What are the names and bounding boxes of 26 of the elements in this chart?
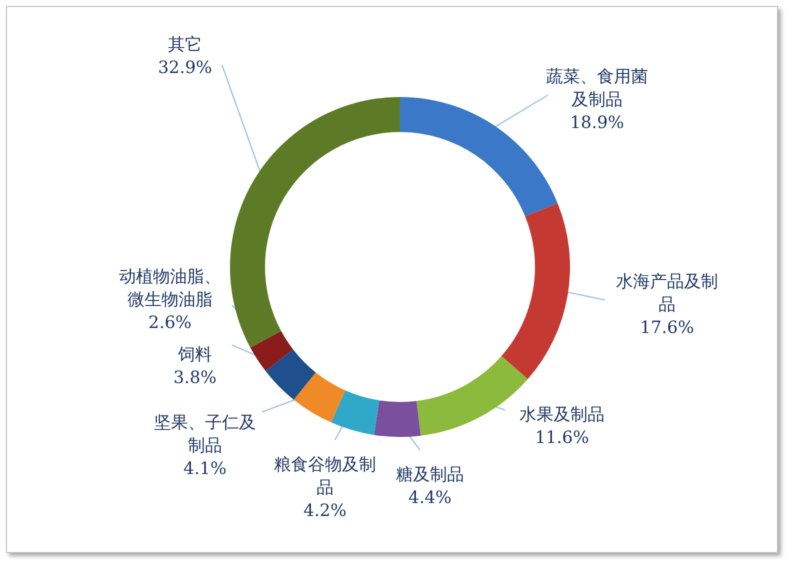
data-label: 4.1% — [183, 459, 227, 479]
slice-label: 其它 — [168, 35, 202, 55]
slice-label: 水海产品及制品 — [616, 272, 718, 315]
slice-label: 坚果、子仁及制品 — [154, 413, 256, 456]
data-label: 32.9% — [158, 58, 212, 78]
slice-label: 粮食谷物及制品 — [274, 455, 376, 498]
data-label: 18.9% — [570, 113, 624, 133]
slice-label: 饲料 — [177, 345, 212, 365]
slice-label: 蔬菜、食用菌及制品 — [546, 67, 648, 110]
data-label: 11.6% — [534, 428, 590, 448]
donut-slice — [265, 350, 316, 400]
donut-slice — [501, 203, 570, 380]
donut-slice — [250, 331, 294, 371]
slice-label: 水果及制品 — [520, 405, 604, 425]
data-label: 4.4% — [408, 488, 452, 508]
data-label: 2.6% — [148, 313, 192, 333]
donut-slice — [230, 97, 400, 348]
data-label: 3.8% — [173, 368, 217, 388]
donut-slice — [294, 372, 346, 422]
donut-slice — [331, 390, 380, 435]
donut-slice — [400, 97, 558, 216]
donut-slice — [374, 400, 421, 437]
data-label: 4.2% — [303, 501, 347, 521]
data-label: 17.6% — [640, 318, 694, 338]
slice-label: 糖及制品 — [396, 465, 464, 485]
slice-label: 动植物油脂、微生物油脂 — [119, 267, 221, 310]
